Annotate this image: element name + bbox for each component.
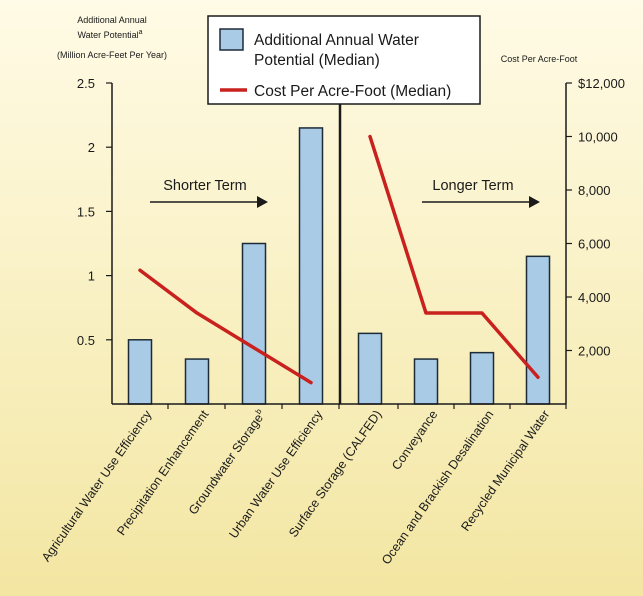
right-tick-label: 4,000 bbox=[578, 290, 611, 305]
bar bbox=[413, 358, 439, 405]
left-tick-label: 2 bbox=[88, 140, 95, 155]
bar bbox=[525, 255, 551, 405]
annotations: Shorter Term Longer Term bbox=[150, 178, 540, 208]
annotation-right-text: Longer Term bbox=[432, 178, 513, 194]
left-axis-label-line-2: Water Potentiala bbox=[77, 29, 142, 40]
bar bbox=[127, 339, 153, 405]
right-tick-label: 10,000 bbox=[578, 130, 618, 145]
bar bbox=[298, 127, 324, 405]
cost-line-series bbox=[138, 134, 540, 385]
left-axis-label-line-1: Additional Annual bbox=[77, 15, 147, 25]
right-tick-label: 8,000 bbox=[578, 183, 611, 198]
annotation-arrow-head-icon bbox=[257, 196, 268, 208]
bar bbox=[184, 358, 210, 405]
right-tick-label: $12,000 bbox=[578, 76, 625, 91]
left-axis-label-line-2-text: Water Potential bbox=[77, 30, 138, 40]
legend-bar-label-line-2: Potential (Median) bbox=[254, 52, 380, 69]
right-tick-label: 2,000 bbox=[578, 344, 611, 359]
cost-line-segment-shorter-term bbox=[138, 268, 313, 385]
legend-bar-label-line-1: Additional Annual Water bbox=[254, 32, 419, 49]
annotation-left-text: Shorter Term bbox=[163, 178, 247, 194]
left-tick-label: 1.5 bbox=[77, 204, 95, 219]
annotation-arrow-head-icon bbox=[529, 196, 540, 208]
legend-line-label: Cost Per Acre-Foot (Median) bbox=[254, 83, 451, 100]
left-axis-label-line-3: (Million Acre-Feet Per Year) bbox=[57, 50, 167, 60]
cost-line-segment-longer-term bbox=[368, 134, 540, 379]
left-axis-label-superscript: a bbox=[139, 29, 143, 36]
left-tick-label: 0.5 bbox=[77, 333, 95, 348]
tick-labels: 0.5 1 1.5 2 2.5 2,000 4,000 6,000 8,000 10,000 $12… bbox=[77, 76, 625, 359]
left-tick-label: 2.5 bbox=[77, 76, 95, 91]
bar bbox=[469, 351, 495, 405]
legend-box bbox=[207, 15, 481, 105]
bar bbox=[241, 242, 267, 405]
legend-bar-swatch bbox=[219, 28, 244, 51]
left-tick-label: 1 bbox=[88, 269, 95, 284]
bar bbox=[357, 332, 383, 405]
bar-series bbox=[127, 127, 551, 405]
category-label-superscript: b bbox=[254, 407, 264, 416]
right-axis-label: Cost Per Acre-Foot bbox=[501, 54, 578, 64]
legend: Additional Annual Water Potential (Media… bbox=[207, 15, 481, 105]
right-tick-label: 6,000 bbox=[578, 237, 611, 252]
